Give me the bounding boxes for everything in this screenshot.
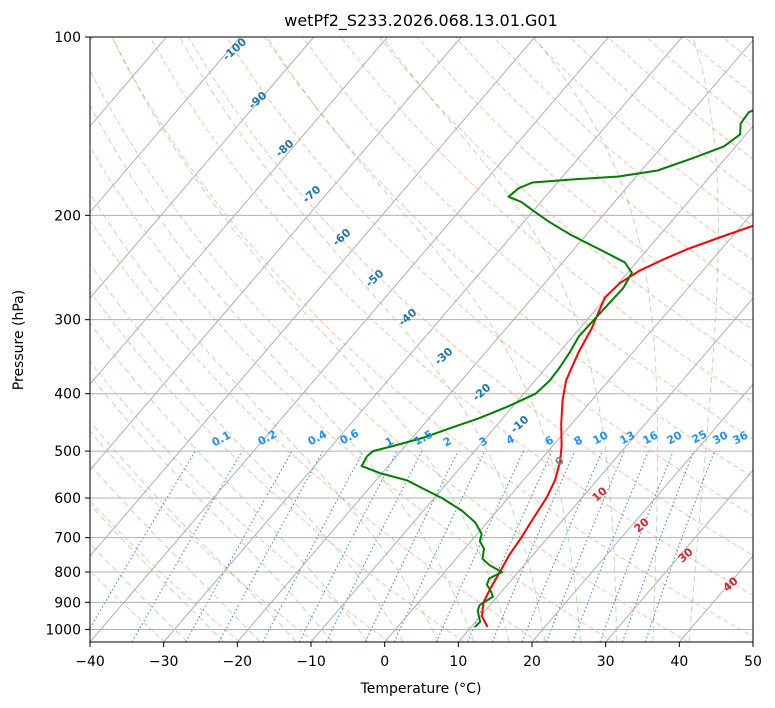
mixing-ratio-label: 25	[690, 428, 710, 447]
profile-series	[360, 109, 753, 628]
y-tick-label: 900	[54, 595, 81, 611]
plot-frame	[89, 36, 754, 643]
isotherm-line	[457, 297, 753, 642]
adiabat-lines	[90, 37, 753, 642]
dry-adiabat	[90, 360, 390, 642]
dry-adiabat	[302, 37, 753, 440]
moist-adiabat	[111, 37, 510, 642]
moist-adiabat	[90, 192, 439, 642]
moist-adiabat	[90, 263, 404, 642]
y-tick-label: 800	[54, 565, 81, 581]
mixing-ratio-line	[621, 450, 695, 642]
x-tick-label: 20	[523, 654, 541, 670]
isotherm-line	[90, 37, 388, 385]
y-tick-label: 600	[54, 491, 81, 507]
mixing-ratio-line	[521, 450, 603, 642]
dry-adiabat	[90, 430, 316, 642]
x-tick-label: −10	[296, 654, 326, 670]
isotherm-line	[90, 37, 241, 213]
mixing-ratio-label: 13	[618, 429, 638, 448]
y-tick-label: 500	[54, 444, 81, 460]
dry-adiabat	[225, 37, 753, 517]
isotherm-line	[90, 37, 315, 299]
dry-adiabat	[90, 500, 241, 642]
dry-adiabat	[90, 69, 689, 642]
mixing-ratio-lines	[90, 450, 715, 642]
dewpoint-line	[360, 109, 753, 628]
y-axis-ticks: 100 200 300 400 500 600 700 800 900 1000	[45, 30, 90, 638]
mixing-ratio-line	[185, 450, 293, 642]
y-tick-label: 700	[54, 531, 81, 547]
y-tick-label: 400	[54, 387, 81, 403]
dry-adiabat	[149, 37, 753, 596]
isotherm-line	[384, 211, 753, 642]
dry-adiabat	[264, 37, 753, 478]
dry-adiabat	[416, 37, 753, 331]
dry-adiabat	[90, 218, 540, 642]
isotherm-line	[90, 37, 462, 471]
moist-adiabat	[90, 420, 297, 642]
x-tick-label: −30	[149, 654, 179, 670]
moist-adiabat	[90, 463, 261, 642]
moist-adiabat	[90, 322, 369, 642]
y-axis-label: Pressure (hPa)	[11, 290, 27, 390]
x-tick-label: 50	[744, 654, 762, 670]
x-tick-label: 30	[597, 654, 615, 670]
dry-adiabat	[90, 290, 465, 642]
moist-adiabat	[533, 37, 659, 642]
mixing-ratio-label: 30	[711, 428, 731, 447]
moist-adiabat	[90, 103, 475, 642]
isotherm-line	[163, 37, 683, 642]
mixing-ratio-line	[644, 450, 715, 642]
moist-adiabat	[179, 37, 546, 642]
x-axis-ticks: −40 −30 −20 −10 0 10 20 30 40 50	[75, 642, 762, 670]
dry-adiabat	[90, 145, 614, 642]
isotherm-line	[236, 39, 753, 642]
mixing-ratio-label: 36	[731, 428, 751, 447]
x-tick-label: 0	[380, 654, 389, 670]
mixing-ratio-label: 10	[591, 428, 611, 447]
mixing-ratio-line	[572, 450, 649, 642]
skewed-isotherms	[90, 37, 753, 642]
mixing-ratio-label: 16	[641, 428, 661, 447]
x-tick-label: −20	[223, 654, 253, 670]
chart-title: wetPf2_S233.2026.068.13.01.G01	[284, 11, 558, 31]
mixing-ratio-line	[325, 450, 423, 642]
mixing-ratio-line	[599, 450, 674, 642]
isotherm-line	[531, 383, 753, 642]
isotherm-line	[605, 469, 753, 642]
x-tick-label: 40	[670, 654, 688, 670]
x-axis-label: Temperature (°C)	[360, 681, 482, 697]
moist-adiabat	[688, 37, 719, 642]
dry-adiabat	[378, 37, 753, 367]
isotherm-line	[90, 37, 536, 557]
plot-area	[90, 37, 753, 642]
dry-adiabat	[187, 37, 753, 556]
y-tick-label: 1000	[45, 622, 81, 638]
y-tick-label: 200	[54, 208, 81, 224]
mixing-ratio-line	[262, 450, 364, 642]
mixing-ratio-line	[218, 450, 324, 642]
mixing-ratio-line	[545, 450, 625, 642]
y-tick-label: 100	[54, 30, 81, 46]
isotherm-line	[310, 125, 753, 642]
mixing-ratio-line	[467, 450, 553, 642]
temperature-line	[480, 224, 753, 628]
mixing-ratio-label: 20	[665, 428, 685, 447]
pressure-gridlines	[90, 37, 753, 630]
moist-adiabat	[90, 374, 333, 642]
x-tick-label: −40	[75, 654, 105, 670]
isotherm-line	[90, 37, 609, 642]
y-tick-label: 300	[54, 313, 81, 329]
x-tick-label: 10	[449, 654, 467, 670]
moist-adiabat	[266, 37, 582, 642]
